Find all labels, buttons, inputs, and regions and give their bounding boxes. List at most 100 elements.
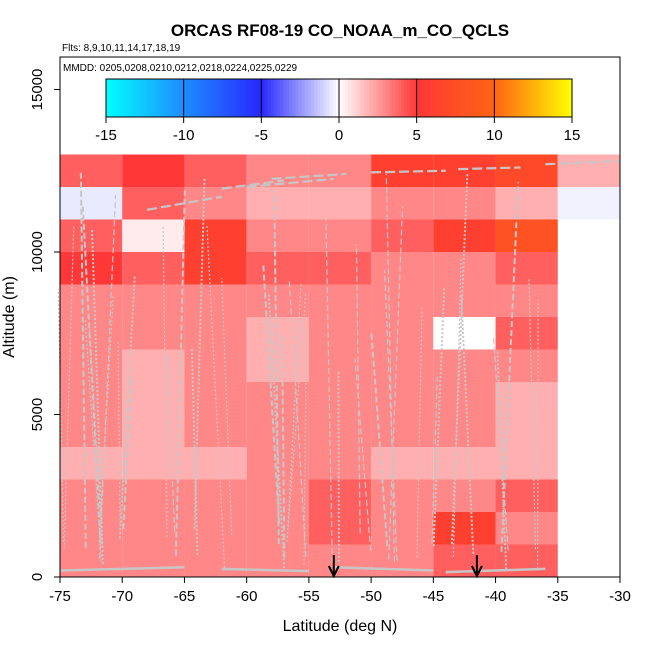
colorbar-swatch xyxy=(425,79,430,117)
heatmap-cell xyxy=(122,479,185,512)
heatmap-cell xyxy=(246,284,309,317)
colorbar-swatch xyxy=(109,79,113,117)
x-tick-label: -75 xyxy=(49,588,71,605)
colorbar-swatch xyxy=(304,79,309,117)
colorbar-swatch xyxy=(323,79,328,117)
colorbar-swatch xyxy=(295,79,300,117)
y-tick-label: 10000 xyxy=(29,231,46,273)
flight-track xyxy=(496,349,508,570)
x-tick-label: -50 xyxy=(360,588,382,605)
colorbar-swatch xyxy=(413,79,418,117)
heatmap-cell xyxy=(308,512,372,545)
colorbar-swatch xyxy=(332,79,337,117)
colorbar-swatch xyxy=(180,79,185,117)
colorbar-swatch xyxy=(127,79,132,117)
down-arrow-marker xyxy=(327,555,340,579)
heatmap-cell xyxy=(371,317,434,350)
colorbar-swatch xyxy=(168,79,172,117)
colorbar-swatch xyxy=(494,79,499,117)
heatmap-cell xyxy=(371,382,434,415)
heatmap-cell xyxy=(371,512,434,545)
colorbar-swatch xyxy=(519,79,523,117)
heatmap-cell xyxy=(60,414,123,447)
flight-tracks xyxy=(57,159,621,574)
colorbar-swatch xyxy=(106,79,110,117)
flight-track xyxy=(416,306,423,558)
colorbar-swatch xyxy=(401,79,405,117)
colorbar-swatch xyxy=(248,79,253,117)
colorbar-swatch xyxy=(252,79,256,117)
flight-track xyxy=(385,173,396,563)
heatmap-cell xyxy=(495,382,558,415)
heatmap-cell xyxy=(308,187,372,220)
flight-track xyxy=(246,177,334,189)
colorbar-swatch xyxy=(463,79,467,117)
colorbar-swatch xyxy=(155,79,160,117)
heatmap-cell xyxy=(495,479,558,512)
heatmap-cell xyxy=(308,284,372,317)
colorbar-swatch xyxy=(183,79,188,117)
heatmap-cell xyxy=(246,187,309,220)
colorbar: -15 -10 -5 0 5 10 15 xyxy=(95,75,580,144)
flight-track xyxy=(452,258,462,558)
colorbar-swatch xyxy=(370,79,374,117)
colorbar-swatch xyxy=(404,79,408,117)
flight-track xyxy=(190,348,199,555)
colorbar-swatch xyxy=(562,79,567,117)
colorbar-tick-label: -5 xyxy=(255,127,268,144)
heatmap-cell xyxy=(184,154,247,187)
colorbar-swatch xyxy=(239,79,244,117)
heatmap-cell xyxy=(557,187,620,220)
flight-track xyxy=(432,288,446,547)
flight-track xyxy=(262,264,281,524)
flight-track xyxy=(388,206,404,560)
colorbar-tick-label: -15 xyxy=(95,127,117,144)
colorbar-swatch xyxy=(261,79,266,117)
heatmap-cell xyxy=(122,154,185,187)
colorbar-swatch xyxy=(326,79,331,117)
flight-track xyxy=(333,566,434,572)
colorbar-swatch xyxy=(267,79,272,117)
heatmap-cell xyxy=(433,252,496,285)
colorbar-swatch xyxy=(329,79,334,117)
heatmap-cell xyxy=(495,512,558,545)
colorbar-swatch xyxy=(227,79,231,117)
colorbar-swatch xyxy=(224,79,228,117)
colorbar-swatch xyxy=(516,79,520,117)
colorbar-swatch xyxy=(469,79,474,117)
colorbar-swatch xyxy=(171,79,175,117)
heatmap-cell xyxy=(308,479,372,512)
flight-track xyxy=(63,225,75,549)
colorbar-swatch xyxy=(292,79,297,117)
flight-track xyxy=(431,376,438,544)
flights-subtitle: Flts: 8,9,10,11,14,17,18,19 xyxy=(62,43,181,54)
x-tick-label: -65 xyxy=(174,588,196,605)
heatmap-cell xyxy=(60,447,123,480)
flight-track xyxy=(528,277,537,550)
colorbar-swatch xyxy=(360,79,365,117)
colorbar-swatch xyxy=(354,79,359,117)
colorbar-swatch xyxy=(478,79,483,117)
heatmap-cell xyxy=(60,512,123,545)
colorbar-swatch xyxy=(298,79,303,117)
colorbar-swatch xyxy=(258,79,262,117)
colorbar-swatch xyxy=(379,79,384,117)
heatmap-cell xyxy=(308,154,372,187)
colorbar-swatch xyxy=(568,79,573,117)
colorbar-swatch xyxy=(174,79,179,117)
colorbar-swatch xyxy=(230,79,234,117)
colorbar-swatch xyxy=(311,79,315,117)
flight-track xyxy=(193,177,206,529)
flight-track xyxy=(221,278,233,535)
heatmap-cell xyxy=(246,252,309,285)
plot-frame xyxy=(59,56,621,578)
flight-track xyxy=(84,317,102,562)
colorbar-swatch xyxy=(366,79,371,117)
colorbar-swatch xyxy=(208,79,213,117)
heatmap-cell xyxy=(122,219,185,252)
colorbar-swatch xyxy=(453,79,458,117)
colorbar-swatch xyxy=(407,79,412,117)
colorbar-swatch xyxy=(335,79,340,117)
heatmap-cell xyxy=(122,544,185,577)
colorbar-swatch xyxy=(140,79,144,117)
